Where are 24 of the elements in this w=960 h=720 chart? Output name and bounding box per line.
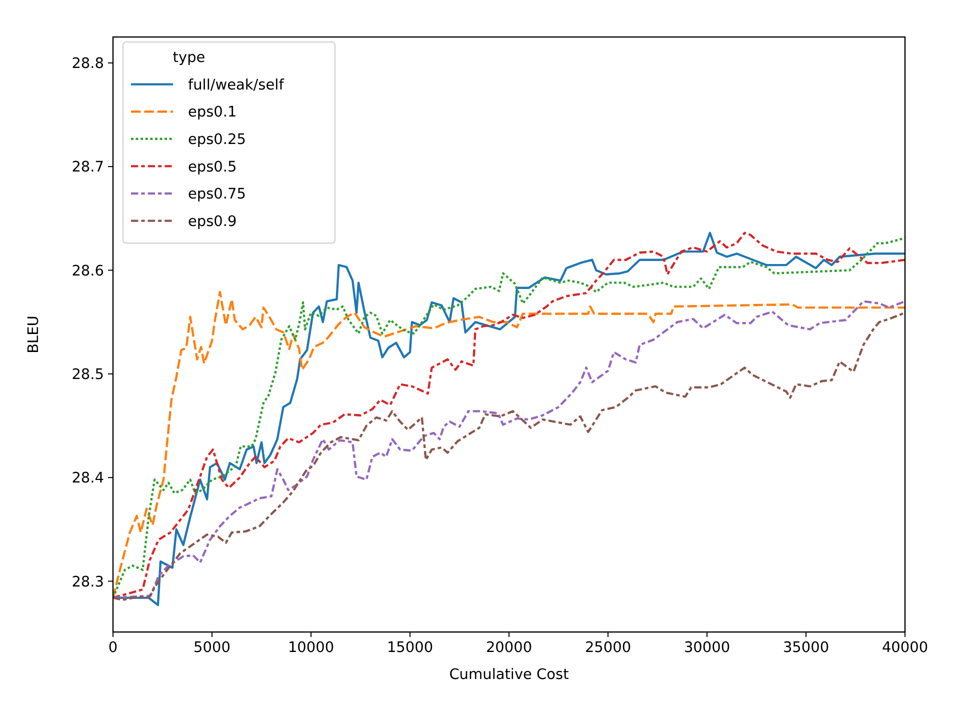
x-tick-label: 0 [108,640,118,656]
legend-title: type [172,50,206,66]
x-axis-title: Cumulative Cost [449,667,570,683]
legend-label: eps0.9 [188,214,237,230]
legend-label: eps0.25 [188,132,246,148]
y-tick-label: 28.5 [72,366,104,383]
y-tick-label: 28.7 [72,160,104,176]
y-tick-label: 28.4 [72,470,104,487]
legend-label: eps0.5 [188,159,237,176]
legend-label: eps0.75 [188,186,246,203]
y-tick-label: 28.6 [72,263,104,280]
x-tick-label: 10000 [288,640,334,656]
y-tick-label: 28.8 [72,56,104,72]
x-tick-label: 40000 [882,640,928,656]
x-tick-label: 20000 [486,640,532,656]
x-tick-label: 5000 [194,640,230,656]
y-tick-label: 28.3 [72,574,104,590]
legend-label: full/weak/self [188,77,285,94]
legend-label: eps0.1 [188,104,237,121]
x-tick-label: 25000 [584,640,632,656]
x-tick-label: 30000 [684,640,730,656]
y-axis-title: BLEU [26,316,42,354]
x-tick-label: 15000 [386,640,434,656]
x-tick-label: 35000 [782,640,830,656]
